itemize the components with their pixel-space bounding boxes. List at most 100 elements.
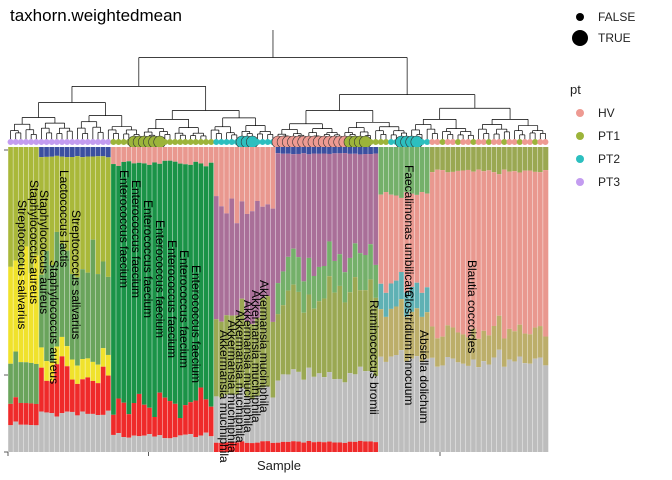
bar-segment: [80, 147, 86, 158]
sample-point: [105, 139, 112, 145]
bar-segment: [198, 147, 204, 164]
bar-segment: [234, 394, 240, 443]
taxon-label: Enterococcus faecium: [189, 265, 203, 383]
bar-segment: [362, 147, 369, 155]
bar-segment: [460, 363, 467, 452]
bar-segment: [332, 147, 338, 154]
bar-segment: [537, 326, 544, 358]
bar-segment: [188, 147, 194, 165]
bar-segment: [121, 161, 127, 403]
bar-segment: [13, 147, 19, 261]
bar-segment: [429, 326, 436, 358]
bar-segment: [74, 277, 81, 366]
bar-segment: [270, 321, 276, 398]
bar-segment: [80, 157, 86, 270]
bar-segment: [229, 315, 235, 395]
bar-segment: [28, 147, 35, 274]
bar-segment: [450, 171, 456, 328]
bar-segment: [126, 147, 132, 162]
bar-segment: [476, 338, 482, 368]
bar-segment: [501, 169, 508, 339]
bar-segment: [301, 379, 307, 443]
bar-segment: [512, 171, 518, 332]
bar-segment: [100, 414, 107, 452]
bar-segment: [347, 153, 353, 258]
bar-segment: [244, 213, 251, 322]
bar-segment: [373, 147, 379, 154]
bar-segment: [90, 413, 96, 452]
sample-point: [372, 139, 379, 145]
bar-segment: [455, 170, 461, 333]
bar-segment: [218, 397, 225, 443]
sample-point: [419, 139, 425, 145]
bar-segment: [429, 357, 436, 452]
bar-segment: [8, 266, 14, 364]
bar-segment: [28, 273, 35, 363]
bar-segment: [393, 306, 400, 355]
bar-segment: [275, 380, 281, 443]
bar-segment: [249, 324, 256, 399]
bar-segment: [311, 308, 317, 377]
bar-segment: [378, 194, 384, 284]
bar-segment: [49, 147, 55, 157]
bar-segment: [54, 147, 60, 156]
bar-segment: [54, 416, 60, 452]
sample-point: [377, 139, 384, 145]
legend-color-swatch: [576, 132, 584, 140]
bar-segment: [23, 362, 29, 404]
stacked-bars: [7, 147, 549, 452]
bar-segment: [357, 154, 364, 254]
bar-segment: [110, 414, 117, 435]
sample-point: [177, 139, 184, 145]
bar-segment: [321, 442, 328, 452]
sample-point: [84, 139, 91, 145]
bar-segment: [460, 170, 467, 335]
bar-segment: [496, 174, 503, 316]
bar-segment: [352, 277, 359, 375]
bar-segment: [49, 361, 55, 382]
bar-segment: [362, 441, 369, 452]
bar-segment: [172, 161, 179, 404]
bar-segment: [440, 170, 446, 337]
bar-segment: [486, 335, 492, 365]
bar-segment: [74, 147, 81, 157]
bar-segment: [213, 147, 220, 197]
bar-segment: [95, 383, 101, 416]
bar-segment: [131, 435, 137, 452]
bar-segment: [224, 442, 230, 452]
sample-point: [511, 139, 518, 145]
taxon-label: Akkermansia muciniphila: [217, 330, 231, 463]
bar-segment: [362, 371, 369, 442]
bar-segment: [239, 201, 245, 299]
bar-segment: [337, 442, 343, 452]
bar-segment: [162, 397, 168, 439]
sample-point: [161, 139, 168, 145]
bar-segment: [193, 147, 199, 162]
bar-segment: [414, 147, 420, 195]
bar-segment: [373, 264, 379, 298]
bar-segment: [105, 276, 112, 355]
sample-point: [465, 139, 472, 145]
bar-segment: [275, 314, 281, 381]
bar-segment: [496, 147, 503, 175]
bar-segment: [527, 334, 533, 364]
bar-segment: [414, 282, 420, 309]
bar-segment: [501, 147, 508, 170]
sample-point: [43, 139, 50, 145]
bar-segment: [110, 434, 117, 452]
bar-segment: [177, 163, 184, 419]
bar-segment: [455, 332, 461, 363]
taxon-label: Akkermansia muciniphila: [225, 320, 239, 453]
bar-segment: [260, 441, 266, 452]
bar-segment: [121, 402, 127, 438]
bar-segment: [501, 366, 508, 452]
bar-segment: [301, 147, 307, 154]
bar-segment: [280, 441, 287, 452]
bar-segment: [409, 311, 415, 359]
bar-segment: [290, 154, 297, 249]
sample-point: [100, 139, 107, 145]
bar-segment: [414, 356, 420, 452]
bar-segment: [80, 269, 86, 360]
bar-segment: [136, 393, 143, 437]
